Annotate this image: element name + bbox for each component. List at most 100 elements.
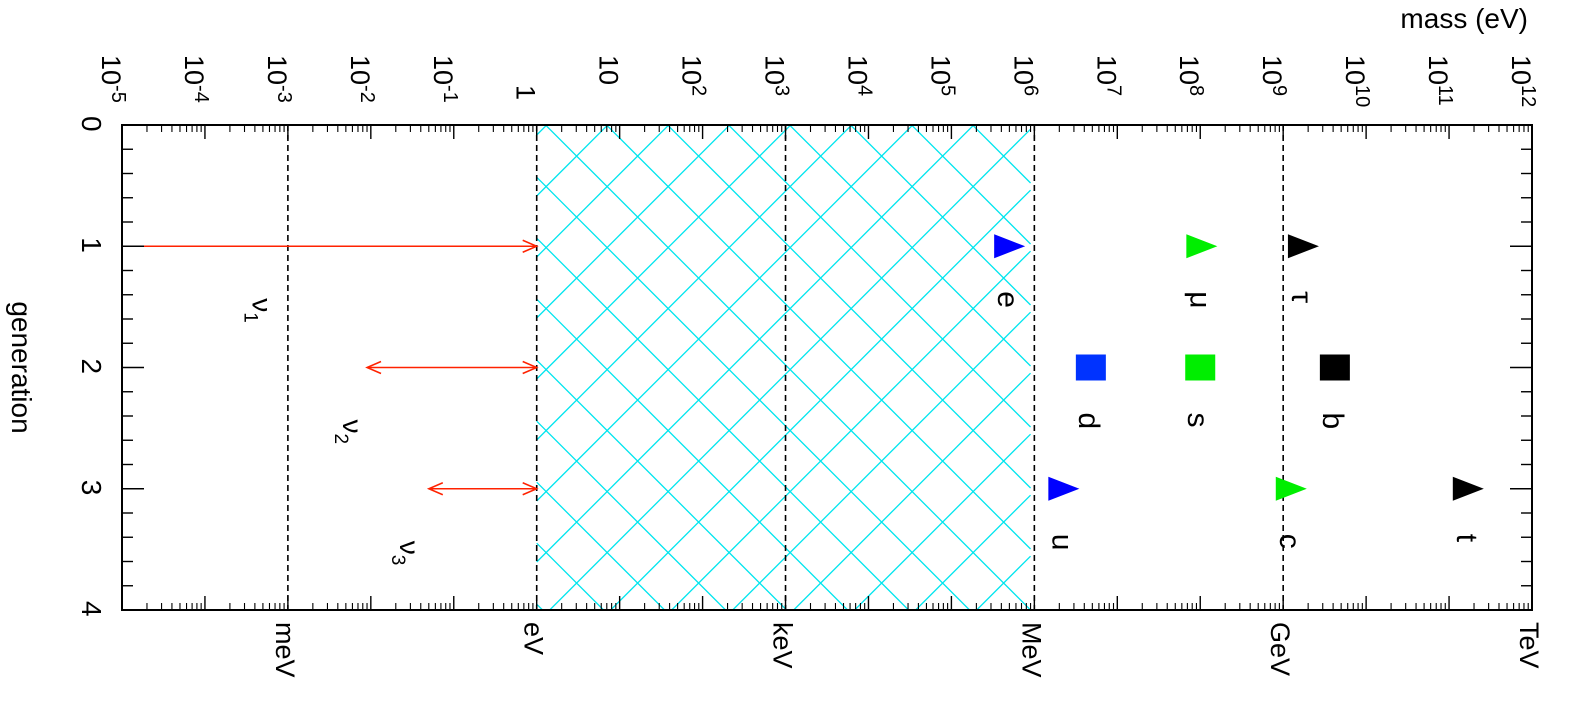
unit-label-gev: GeV	[1265, 622, 1295, 676]
neutrino-symbol: ν	[394, 541, 425, 555]
hatch-line	[536, 125, 670, 258]
tick-base: 10	[1257, 55, 1287, 85]
tick-base: 10	[1340, 55, 1370, 85]
y-tick-label-2: 2	[76, 359, 107, 375]
neutrino-label-2: ν2	[330, 420, 368, 445]
y-axis-title: generation	[6, 301, 37, 433]
particle-label-t: t	[1450, 534, 1483, 543]
hatch-line	[536, 125, 609, 197]
arrow-head	[522, 360, 539, 375]
particle-label-b: b	[1316, 413, 1349, 430]
hatch-line	[850, 125, 1032, 306]
tick-base: 10	[179, 55, 209, 85]
particle-marker-c	[1275, 476, 1307, 501]
particle-markers	[994, 234, 1484, 501]
tick-exponent: 9	[1268, 85, 1290, 96]
unit-label-mev: MeV	[1016, 622, 1046, 678]
tick-base: 10	[677, 55, 707, 85]
hatch-line	[728, 125, 1032, 428]
neutrino-label-1: ν1	[240, 298, 278, 323]
tick-exponent: -5	[107, 85, 129, 103]
tick-base: 10	[1174, 55, 1204, 85]
hatch-line	[911, 125, 1032, 245]
hatch-line	[732, 311, 1032, 610]
hatch-line	[854, 433, 1032, 610]
tick-exponent: 8	[1185, 85, 1207, 96]
tick-base: 10	[1506, 55, 1536, 85]
hatch-line	[536, 176, 971, 610]
x-tick-label-10^10: 1010	[1340, 55, 1373, 107]
particle-marker-b	[1319, 354, 1350, 381]
hatch-line	[536, 125, 792, 380]
tick-exponent: 7	[1102, 85, 1124, 96]
hatch-line	[536, 125, 853, 441]
x-tick-label-10^-5: 10-5	[96, 55, 129, 103]
hatch-line	[610, 189, 1032, 610]
neutrino-subscript: 2	[330, 434, 351, 445]
particle-marker-τ	[1287, 234, 1319, 259]
tick-base: 10	[262, 55, 292, 85]
neutrino-arrows	[122, 239, 539, 496]
neutrino-arrow-3	[426, 482, 539, 496]
tick-base: 10	[96, 55, 126, 85]
neutrino-subscript: 3	[387, 555, 408, 566]
hatch-line	[606, 125, 1032, 550]
particle-label-d: d	[1072, 413, 1105, 430]
hatch-line	[976, 555, 1032, 610]
arrow-head	[522, 482, 539, 496]
hatch-line	[536, 420, 727, 610]
neutrino-label-3: ν3	[387, 541, 425, 566]
neutrino-symbol: ν	[247, 298, 278, 312]
hatch-line	[536, 237, 910, 610]
x-tick-label-1: 1	[511, 85, 541, 100]
x-tick-label-10^2: 102	[677, 55, 710, 96]
x-tick-label-10^3: 103	[760, 55, 793, 96]
neutrino-arrow-2	[365, 360, 539, 375]
unit-label-ev: eV	[519, 622, 549, 655]
tick-base: 1	[511, 85, 541, 100]
tick-exponent: -2	[356, 85, 378, 103]
tick-base: 10	[428, 55, 458, 85]
x-tick-label-10^12: 1012	[1506, 55, 1539, 107]
particle-marker-u	[1048, 476, 1080, 501]
tick-exponent: -4	[190, 85, 212, 103]
tick-exponent: 6	[1019, 85, 1041, 96]
tick-base: 10	[760, 55, 790, 85]
neutrino-symbol: ν	[337, 420, 368, 434]
tick-exponent: -3	[273, 85, 295, 103]
particle-label-μ: μ	[1183, 291, 1216, 308]
particle-marker-e	[994, 234, 1026, 259]
x-tick-label-10^8: 108	[1174, 55, 1207, 96]
hatch-line	[545, 125, 1032, 610]
hatch-line	[671, 250, 1032, 610]
tick-exponent: 5	[936, 85, 958, 96]
tick-base: 10	[842, 55, 872, 85]
axis-ticks	[121, 124, 1533, 611]
tick-exponent: 3	[771, 85, 793, 96]
x-tick-label-10^-1: 10-1	[428, 55, 461, 103]
tick-base: 10	[1008, 55, 1038, 85]
hatch-line	[536, 298, 849, 610]
excluded-region	[536, 125, 1032, 610]
tick-base: 10	[925, 55, 955, 85]
y-tick-label-3: 3	[76, 480, 107, 496]
hatch-line	[793, 372, 1032, 610]
hatch-line	[536, 125, 731, 319]
particle-marker-s	[1185, 354, 1216, 381]
x-tick-label-10^5: 105	[925, 55, 958, 96]
tick-base: 10	[1423, 55, 1453, 85]
hatch-line	[789, 125, 1032, 367]
arrow-tail	[365, 360, 382, 375]
hatch-line	[972, 125, 1032, 184]
tick-base: 10	[345, 55, 375, 85]
hatch-line	[536, 359, 788, 610]
x-tick-label-10^4: 104	[842, 55, 875, 96]
x-tick-label-10^11: 1011	[1423, 55, 1456, 106]
particle-marker-t	[1452, 476, 1484, 501]
particle-marker-d	[1075, 354, 1106, 381]
unit-label-mev: meV	[270, 622, 300, 678]
tick-base: 10	[1091, 55, 1121, 85]
